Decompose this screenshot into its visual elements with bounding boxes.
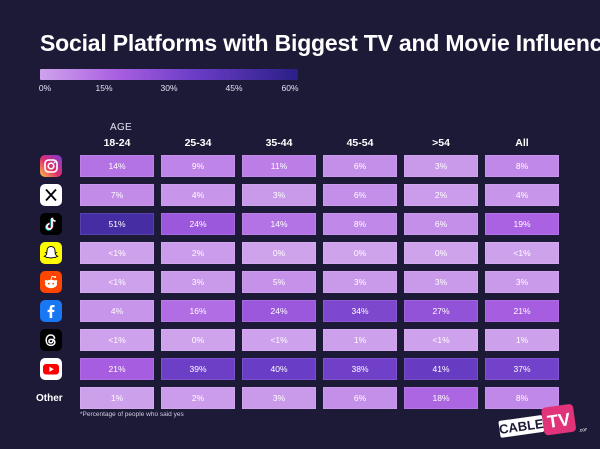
legend-tick: 30% bbox=[160, 83, 178, 93]
heatmap-cell: 16% bbox=[161, 300, 235, 322]
youtube-icon bbox=[40, 358, 62, 380]
heatmap-cell: 3% bbox=[404, 271, 478, 293]
instagram-icon bbox=[40, 155, 62, 177]
svg-text:CABLE: CABLE bbox=[498, 416, 545, 437]
heatmap-cell: 0% bbox=[323, 242, 397, 264]
chart-title: Social Platforms with Biggest TV and Mov… bbox=[40, 30, 600, 56]
facebook-icon bbox=[40, 300, 62, 322]
heatmap-cell: 14% bbox=[242, 213, 316, 235]
heatmap-cell: 3% bbox=[404, 155, 478, 177]
heatmap-cell: 1% bbox=[80, 387, 154, 409]
heatmap-cell: 0% bbox=[161, 329, 235, 351]
column-header: 25-34 bbox=[184, 137, 212, 149]
heatmap-cell: 8% bbox=[485, 387, 559, 409]
color-scale-legend bbox=[40, 69, 298, 80]
heatmap-cell: 14% bbox=[80, 155, 154, 177]
cabletv-logo: CABLE TV .com bbox=[498, 404, 587, 438]
heatmap-cell: 34% bbox=[323, 300, 397, 322]
heatmap-cell: 7% bbox=[80, 184, 154, 206]
column-header: 45-54 bbox=[346, 137, 374, 149]
threads-icon bbox=[40, 329, 62, 351]
heatmap-cell: 27% bbox=[404, 300, 478, 322]
column-header: All bbox=[515, 137, 529, 149]
heatmap-cell: 1% bbox=[485, 329, 559, 351]
heatmap-cell: 0% bbox=[404, 242, 478, 264]
snapchat-icon bbox=[40, 242, 62, 264]
heatmap-cell: 37% bbox=[485, 358, 559, 380]
heatmap-cell: 4% bbox=[485, 184, 559, 206]
heatmap-cell: 21% bbox=[80, 358, 154, 380]
heatmap-cell: 6% bbox=[323, 184, 397, 206]
heatmap-cell: 9% bbox=[161, 155, 235, 177]
svg-text:.com: .com bbox=[578, 427, 587, 434]
heatmap-cell: 4% bbox=[161, 184, 235, 206]
legend-tick: 60% bbox=[281, 83, 299, 93]
reddit-icon bbox=[40, 271, 62, 293]
heatmap-cell: 3% bbox=[242, 184, 316, 206]
heatmap-cell: 5% bbox=[242, 271, 316, 293]
heatmap-cell: 8% bbox=[323, 213, 397, 235]
heatmap-cell: 21% bbox=[485, 300, 559, 322]
heatmap-cell: 6% bbox=[404, 213, 478, 235]
heatmap-cell: 2% bbox=[161, 387, 235, 409]
heatmap-cell: 8% bbox=[485, 155, 559, 177]
heatmap-cell: 6% bbox=[323, 387, 397, 409]
heatmap-cell: 41% bbox=[404, 358, 478, 380]
heatmap-cell: 24% bbox=[242, 300, 316, 322]
footnote: *Percentage of people who said yes bbox=[80, 411, 184, 418]
heatmap-cell: 2% bbox=[161, 242, 235, 264]
heatmap-cell: 1% bbox=[323, 329, 397, 351]
heatmap-cell: 3% bbox=[161, 271, 235, 293]
x-icon bbox=[40, 184, 62, 206]
column-header: >54 bbox=[432, 137, 450, 149]
heatmap-cell: <1% bbox=[80, 329, 154, 351]
heatmap-cell: 38% bbox=[323, 358, 397, 380]
heatmap-cell: <1% bbox=[485, 242, 559, 264]
heatmap-cell: 39% bbox=[161, 358, 235, 380]
heatmap-cell: 18% bbox=[404, 387, 478, 409]
row-label: Other bbox=[36, 392, 63, 404]
legend-tick: 0% bbox=[38, 83, 52, 93]
heatmap-cell: 4% bbox=[80, 300, 154, 322]
heatmap-cell: 19% bbox=[485, 213, 559, 235]
heatmap-cell: 3% bbox=[485, 271, 559, 293]
heatmap-cell: 3% bbox=[323, 271, 397, 293]
column-header: 18-24 bbox=[103, 137, 131, 149]
heatmap-cell: <1% bbox=[80, 242, 154, 264]
legend-tick: 15% bbox=[95, 83, 113, 93]
heatmap-cell: 24% bbox=[161, 213, 235, 235]
legend-tick: 45% bbox=[225, 83, 243, 93]
heatmap-cell: <1% bbox=[80, 271, 154, 293]
svg-text:TV: TV bbox=[546, 409, 572, 432]
heatmap-cell: 11% bbox=[242, 155, 316, 177]
column-header: 35-44 bbox=[265, 137, 293, 149]
heatmap-cell: 6% bbox=[323, 155, 397, 177]
heatmap-cell: <1% bbox=[404, 329, 478, 351]
heatmap-cell: 2% bbox=[404, 184, 478, 206]
heatmap-cell: 3% bbox=[242, 387, 316, 409]
heatmap-cell: 0% bbox=[242, 242, 316, 264]
heatmap-cell: <1% bbox=[242, 329, 316, 351]
heatmap-cell: 51% bbox=[80, 213, 154, 235]
tiktok-icon bbox=[40, 213, 62, 235]
heatmap-cell: 40% bbox=[242, 358, 316, 380]
age-axis-label: AGE bbox=[110, 122, 133, 133]
